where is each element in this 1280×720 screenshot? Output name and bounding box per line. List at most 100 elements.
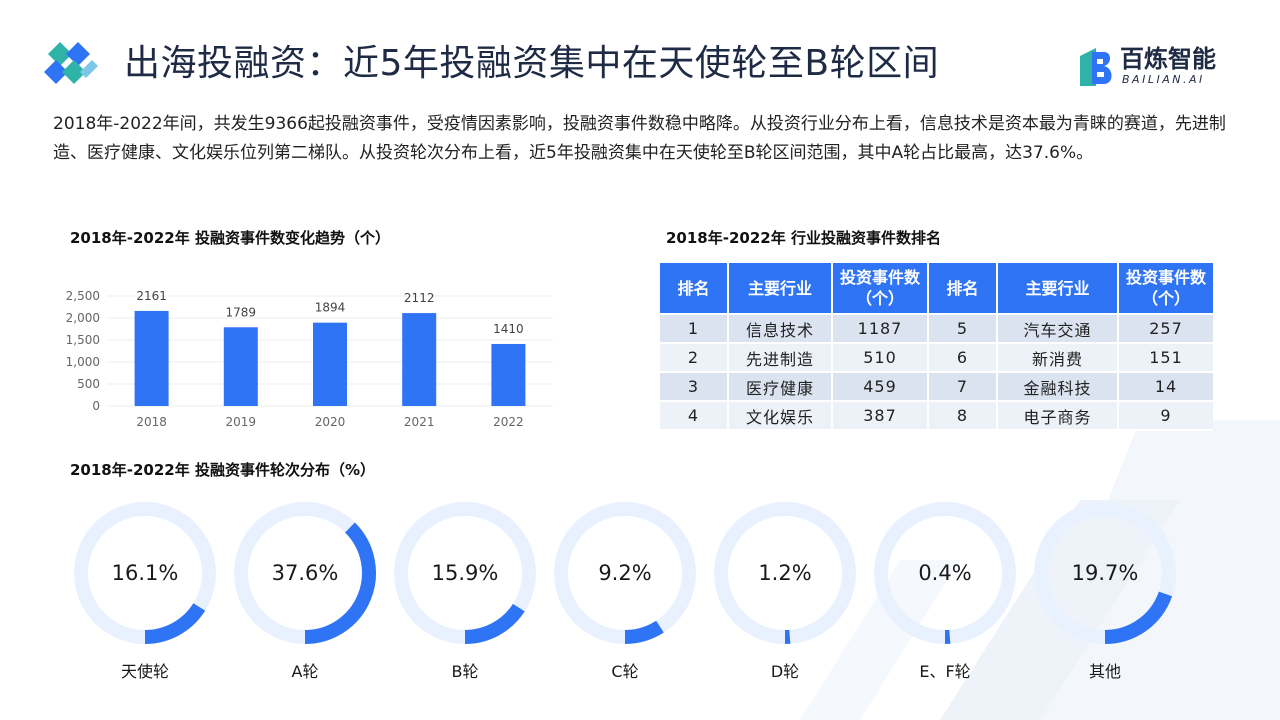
donut-segment — [304, 522, 376, 644]
bar — [491, 343, 526, 406]
bar-value-label: 2161 — [136, 289, 167, 303]
donut-label: E、F轮 — [919, 662, 971, 681]
table-cell: 1 — [660, 315, 727, 344]
table-cell: 14 — [1119, 373, 1213, 402]
donut-percent: 1.2% — [758, 561, 812, 585]
bar-value-label: 2112 — [404, 291, 435, 305]
table-row: 3 医疗健康 459 7 金融科技 14 — [660, 373, 1213, 402]
x-tick-label: 2021 — [404, 415, 435, 429]
header-event-count: 投资事件数 （个） — [833, 263, 927, 315]
donut-percent: 37.6% — [271, 561, 339, 585]
x-tick-label: 2020 — [315, 415, 346, 429]
table-cell: 汽车交通 — [998, 315, 1117, 344]
table-cell: 1187 — [833, 315, 927, 344]
donut-section-title: 2018年-2022年 投融资事件轮次分布（%） — [70, 461, 375, 479]
table-cell: 510 — [833, 344, 927, 373]
table-cell: 金融科技 — [998, 373, 1117, 402]
donut-percent: 19.7% — [1071, 561, 1139, 585]
donut-ring — [714, 502, 856, 644]
table-cell: 257 — [1119, 315, 1213, 344]
bar — [134, 310, 169, 406]
table-title: 2018年-2022年 行业投融资事件数排名 — [666, 229, 941, 247]
bar — [402, 313, 437, 406]
table-cell: 文化娱乐 — [729, 402, 831, 431]
y-tick-label: 0 — [92, 399, 100, 413]
bar — [313, 322, 347, 406]
donut-label: 其他 — [1088, 662, 1121, 681]
bar-chart: 0 500 1,000 1,500 2,000 2,500 2161 2018 1789 2019… — [66, 289, 553, 429]
bar — [223, 327, 258, 406]
header-industry-2: 主要行业 — [998, 263, 1117, 315]
header-rank: 排名 — [660, 263, 727, 315]
table-cell: 医疗健康 — [729, 373, 831, 402]
donut-label: C轮 — [611, 662, 639, 681]
y-tick-label: 2,000 — [66, 311, 100, 325]
donut-segment — [464, 603, 525, 644]
x-tick-label: 2018 — [136, 415, 167, 429]
table-cell: 459 — [833, 373, 927, 402]
table-row: 2 先进制造 510 6 新消费 151 — [660, 344, 1213, 373]
donut-label: D轮 — [770, 662, 800, 681]
donut-chart: 1.2% D轮 — [710, 500, 860, 700]
table-cell: 9 — [1119, 402, 1213, 431]
header-industry: 主要行业 — [729, 263, 831, 315]
table-cell: 信息技术 — [729, 315, 831, 344]
table-cell: 电子商务 — [998, 402, 1117, 431]
header-event-count-2: 投资事件数 （个） — [1119, 263, 1213, 315]
y-tick-label: 1,500 — [66, 333, 100, 347]
donut-label: B轮 — [451, 662, 479, 681]
donut-segment — [624, 620, 664, 644]
y-tick-label: 1,000 — [66, 355, 100, 369]
brand-name: 百炼智能 — [1120, 45, 1216, 73]
table-cell: 6 — [929, 344, 996, 373]
donut-ring — [874, 502, 1016, 644]
table-row: 1 信息技术 1187 5 汽车交通 257 — [660, 315, 1213, 344]
bar-chart-title: 2018年-2022年 投融资事件数变化趋势（个） — [70, 229, 390, 247]
table-cell: 387 — [833, 402, 927, 431]
table-cell: 5 — [929, 315, 996, 344]
header-rank-2: 排名 — [929, 263, 996, 315]
table-cell: 新消费 — [998, 344, 1117, 373]
donut-ring — [234, 502, 376, 644]
table-cell: 2 — [660, 344, 727, 373]
logo-mark-icon — [44, 42, 98, 84]
donut-chart: 19.7% 其他 — [1030, 500, 1180, 700]
donut-label: 天使轮 — [120, 662, 169, 681]
donut-percent: 16.1% — [111, 561, 179, 585]
table-cell: 3 — [660, 373, 727, 402]
donut-chart: 16.1% 天使轮 — [70, 500, 220, 700]
donut-percent: 9.2% — [598, 561, 652, 585]
donut-label: A轮 — [291, 662, 319, 681]
table-cell: 8 — [929, 402, 996, 431]
donut-ring — [1034, 502, 1176, 644]
donut-segment — [144, 602, 206, 644]
donut-percent: 15.9% — [431, 561, 499, 585]
bar-value-label: 1410 — [493, 322, 524, 336]
x-tick-label: 2019 — [226, 415, 257, 429]
table-row: 4 文化娱乐 387 8 电子商务 9 — [660, 402, 1213, 431]
donut-chart: 37.6% A轮 — [230, 500, 380, 700]
page-title: 出海投融资：近5年投融资集中在天使轮至B轮区间 — [124, 43, 940, 84]
donut-ring — [394, 502, 536, 644]
table-header-row: 排名 主要行业 投资事件数 （个） 排名 主要行业 投资事件数 （个） — [660, 263, 1213, 315]
table-cell: 7 — [929, 373, 996, 402]
y-tick-label: 500 — [77, 377, 100, 391]
table-body: 1 信息技术 1187 5 汽车交通 257 2 先进制造 510 6 新消费 151 3 医疗健康 459… — [660, 315, 1213, 431]
donut-segment — [1104, 591, 1173, 644]
table-cell: 151 — [1119, 344, 1213, 373]
brand-logo: 百炼智能 BAILIAN.AI — [1076, 44, 1236, 94]
donut-chart: 15.9% B轮 — [390, 500, 540, 700]
x-tick-label: 2022 — [493, 415, 524, 429]
donut-chart: 0.4% E、F轮 — [870, 500, 1020, 700]
y-tick-label: 2,500 — [66, 289, 100, 303]
brand-b-icon — [1080, 48, 1112, 86]
industry-rank-table: 排名 主要行业 投资事件数 （个） 排名 主要行业 投资事件数 （个） 1 信息技… — [658, 263, 1215, 431]
table-cell: 4 — [660, 402, 727, 431]
donut-ring — [554, 502, 696, 644]
brand-subtitle: BAILIAN.AI — [1122, 73, 1205, 86]
bar-value-label: 1789 — [226, 305, 257, 319]
summary-paragraph: 2018年-2022年间，共发生9366起投融资事件，受疫情因素影响，投融资事件… — [53, 114, 1226, 163]
bar-value-label: 1894 — [315, 301, 346, 315]
header-industry-label: 主要行业 — [747, 278, 812, 298]
table-cell: 先进制造 — [729, 344, 831, 373]
